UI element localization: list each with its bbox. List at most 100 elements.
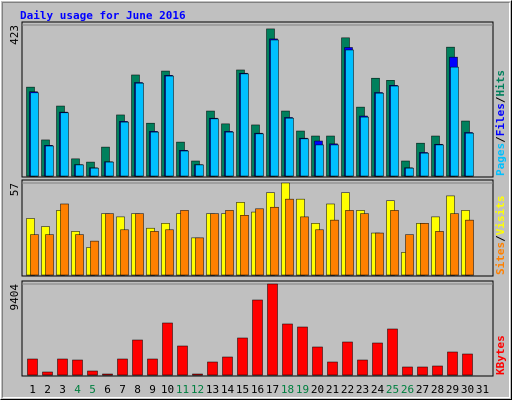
bar bbox=[270, 206, 279, 276]
bar bbox=[240, 73, 249, 177]
bar bbox=[327, 361, 338, 376]
bar bbox=[462, 353, 473, 376]
y-tick-label: 9404 bbox=[8, 284, 21, 311]
bar bbox=[30, 234, 39, 276]
bar bbox=[27, 358, 38, 376]
y-tick-label: 57 bbox=[8, 183, 21, 196]
bar bbox=[192, 373, 203, 376]
x-tick-label: 1 bbox=[29, 383, 36, 396]
x-tick-label: 19 bbox=[296, 383, 309, 396]
bar bbox=[405, 167, 414, 177]
bar bbox=[297, 326, 308, 376]
bar bbox=[57, 358, 68, 376]
legend-separator: / bbox=[494, 136, 507, 143]
bar bbox=[360, 116, 369, 177]
bar bbox=[255, 208, 264, 276]
bar bbox=[135, 82, 144, 177]
bar bbox=[447, 351, 458, 376]
bar bbox=[432, 365, 443, 376]
bar bbox=[282, 323, 293, 376]
legend: Sites/Visits bbox=[494, 196, 507, 276]
bar bbox=[330, 219, 339, 276]
bar bbox=[180, 210, 189, 276]
x-tick-label: 3 bbox=[59, 383, 66, 396]
x-tick-label: 23 bbox=[356, 383, 369, 396]
bar bbox=[210, 213, 219, 276]
bar bbox=[195, 237, 204, 276]
bar bbox=[180, 150, 189, 177]
legend-separator: / bbox=[494, 96, 507, 103]
bar bbox=[90, 240, 99, 276]
bar bbox=[312, 346, 323, 376]
x-tick-label: 21 bbox=[326, 383, 339, 396]
bar bbox=[387, 328, 398, 376]
bar bbox=[177, 345, 188, 376]
x-tick-label: 2 bbox=[44, 383, 51, 396]
bar bbox=[120, 121, 129, 177]
bar bbox=[360, 213, 369, 276]
x-tick-label: 25 bbox=[386, 383, 399, 396]
chart-title: Daily usage for June 2016 bbox=[20, 9, 186, 22]
x-tick-label: 24 bbox=[371, 383, 385, 396]
y-tick-label: 423 bbox=[8, 25, 21, 45]
legend-entry: KBytes bbox=[494, 335, 507, 375]
bar bbox=[237, 337, 248, 376]
bar bbox=[390, 85, 399, 177]
bar bbox=[300, 138, 309, 177]
bar bbox=[222, 356, 233, 376]
bar bbox=[132, 339, 143, 376]
legend-entry: Visits bbox=[494, 196, 507, 236]
legend-entry: Pages bbox=[494, 143, 507, 176]
x-tick-label: 20 bbox=[311, 383, 324, 396]
bar bbox=[207, 361, 218, 376]
bar bbox=[372, 342, 383, 376]
x-tick-label: 31 bbox=[476, 383, 489, 396]
x-tick-label: 27 bbox=[416, 383, 429, 396]
bar bbox=[75, 164, 84, 177]
bar bbox=[210, 118, 219, 177]
legend-entry: Files bbox=[494, 103, 507, 136]
x-tick-label: 4 bbox=[74, 383, 81, 396]
bar bbox=[45, 234, 54, 276]
legend-separator: / bbox=[494, 235, 507, 242]
x-tick-label: 28 bbox=[431, 383, 444, 396]
bar bbox=[465, 132, 474, 177]
bar bbox=[465, 219, 474, 276]
bar bbox=[420, 223, 429, 276]
bar bbox=[285, 117, 294, 177]
bar bbox=[72, 359, 83, 376]
bar bbox=[42, 371, 53, 376]
bar bbox=[330, 144, 339, 177]
x-tick-label: 16 bbox=[251, 383, 264, 396]
legend-entry: Sites bbox=[494, 242, 507, 275]
bar bbox=[255, 133, 264, 177]
bar bbox=[105, 213, 114, 276]
bar bbox=[405, 234, 414, 276]
bar bbox=[315, 229, 324, 276]
bar bbox=[267, 283, 278, 376]
bar bbox=[375, 232, 384, 276]
bar bbox=[60, 112, 69, 177]
x-tick-label: 30 bbox=[461, 383, 474, 396]
x-tick-label: 11 bbox=[176, 383, 189, 396]
bar bbox=[195, 164, 204, 177]
bar bbox=[60, 203, 69, 276]
bar bbox=[165, 75, 174, 177]
legend: KBytes bbox=[494, 335, 507, 375]
x-tick-label: 10 bbox=[161, 383, 174, 396]
bar bbox=[375, 92, 384, 177]
x-tick-label: 22 bbox=[341, 383, 354, 396]
bar bbox=[165, 229, 174, 276]
x-tick-label: 5 bbox=[89, 383, 96, 396]
legend: Pages/Files/Hits bbox=[494, 70, 507, 176]
x-tick-label: 26 bbox=[401, 383, 414, 396]
x-tick-label: 13 bbox=[206, 383, 219, 396]
bar bbox=[135, 213, 144, 276]
bar bbox=[345, 49, 354, 177]
bar bbox=[345, 210, 354, 276]
x-tick-label: 8 bbox=[134, 383, 141, 396]
bar bbox=[435, 231, 444, 276]
bar bbox=[105, 161, 114, 177]
bar bbox=[357, 359, 368, 376]
